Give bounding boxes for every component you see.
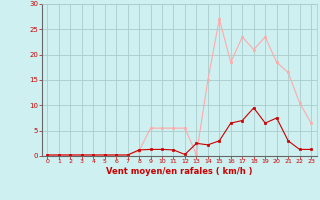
X-axis label: Vent moyen/en rafales ( km/h ): Vent moyen/en rafales ( km/h ) [106, 167, 252, 176]
